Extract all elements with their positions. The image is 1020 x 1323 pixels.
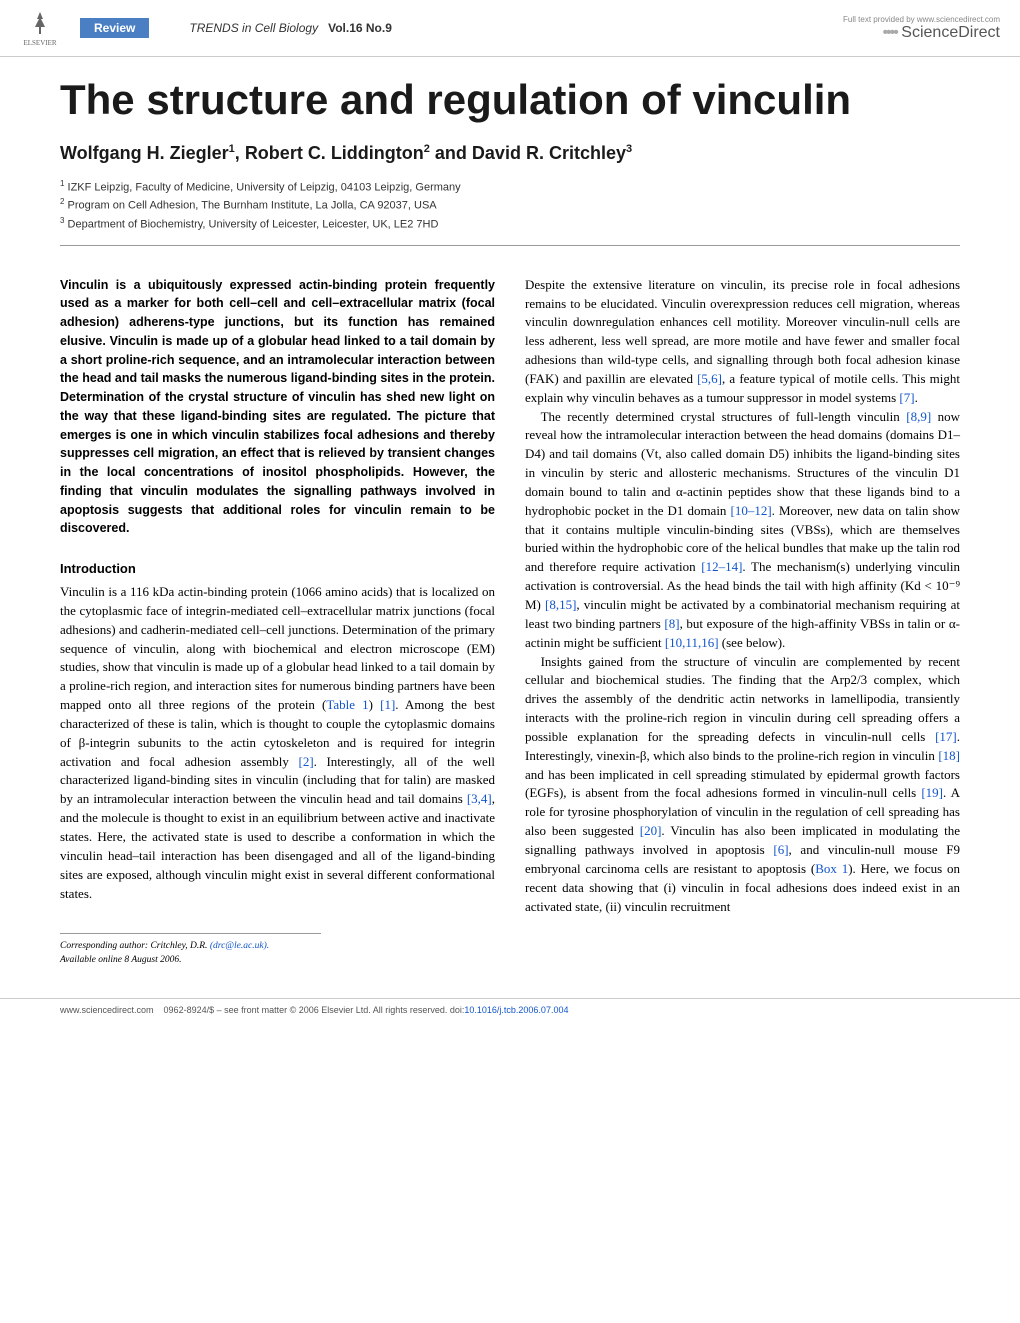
doi-link[interactable]: 10.1016/j.tcb.2006.07.004 <box>464 1005 568 1015</box>
right-column: Despite the extensive literature on vinc… <box>525 276 960 968</box>
journal-reference: TRENDS in Cell Biology Vol.16 No.9 <box>189 21 392 35</box>
author-3: David R. Critchley3 <box>472 143 632 163</box>
ref-19-link[interactable]: [19] <box>921 785 943 800</box>
ref-8-9-link[interactable]: [8,9] <box>906 409 931 424</box>
col2-para-2: The recently determined crystal structur… <box>525 408 960 653</box>
intro-heading: Introduction <box>60 560 495 579</box>
footer-doi-label: doi: <box>450 1005 465 1015</box>
affiliations: 1 IZKF Leipzig, Faculty of Medicine, Uni… <box>60 178 960 232</box>
available-online: Available online 8 August 2006. <box>60 954 321 968</box>
ref-8-15-link[interactable]: [8,15] <box>545 597 576 612</box>
ref-17-link[interactable]: [17] <box>935 729 957 744</box>
sciencedirect-brand: Full text provided by www.sciencedirect.… <box>843 15 1000 42</box>
intro-paragraph: Vinculin is a 116 kDa actin-binding prot… <box>60 583 495 903</box>
sd-logo: •••• ScienceDirect <box>843 24 1000 42</box>
col2-para-3: Insights gained from the structure of vi… <box>525 653 960 917</box>
page-footer: www.sciencedirect.com 0962-8924/$ – see … <box>0 998 1020 1021</box>
ref-10-11-16-link[interactable]: [10,11,16] <box>665 635 719 650</box>
ref-7-link[interactable]: [7] <box>899 390 914 405</box>
ref-18-link[interactable]: [18] <box>938 748 960 763</box>
table-1-link[interactable]: Table 1 <box>326 697 368 712</box>
box-1-link[interactable]: Box 1 <box>815 861 848 876</box>
abstract: Vinculin is a ubiquitously expressed act… <box>60 276 495 539</box>
review-badge: Review <box>80 18 149 38</box>
header-bar: ELSEVIER Review TRENDS in Cell Biology V… <box>0 0 1020 57</box>
journal-name: TRENDS in Cell Biology <box>189 21 318 35</box>
publisher-name: ELSEVIER <box>23 39 56 47</box>
affiliation-3: 3 Department of Biochemistry, University… <box>60 215 960 233</box>
left-column: Vinculin is a ubiquitously expressed act… <box>60 276 495 968</box>
ref-5-6-link[interactable]: [5,6] <box>697 371 722 386</box>
col2-para-1: Despite the extensive literature on vinc… <box>525 276 960 408</box>
ref-12-14-link[interactable]: [12–14] <box>701 559 742 574</box>
ref-10-12-link[interactable]: [10–12] <box>730 503 771 518</box>
dots-icon: •••• <box>882 24 896 41</box>
intro-body: Vinculin is a 116 kDa actin-binding prot… <box>60 583 495 903</box>
authors-line: Wolfgang H. Ziegler1, Robert C. Liddingt… <box>60 143 960 164</box>
ref-20-link[interactable]: [20] <box>640 823 662 838</box>
author-2: Robert C. Liddington2 <box>245 143 430 163</box>
corr-email-link[interactable]: (drc@le.ac.uk). <box>210 941 269 951</box>
tree-icon <box>25 9 55 39</box>
corr-line: Corresponding author: Critchley, D.R. (d… <box>60 940 321 954</box>
footer-copyright: 0962-8924/$ – see front matter © 2006 El… <box>164 1005 448 1015</box>
article-title: The structure and regulation of vinculin <box>60 77 960 123</box>
ref-1-link[interactable]: [1] <box>380 697 395 712</box>
header-divider <box>60 245 960 246</box>
footer-url: www.sciencedirect.com <box>60 1005 154 1015</box>
affiliation-2: 2 Program on Cell Adhesion, The Burnham … <box>60 196 960 214</box>
ref-3-4-link[interactable]: [3,4] <box>467 791 492 806</box>
ref-8-link[interactable]: [8] <box>664 616 679 631</box>
ref-2-link[interactable]: [2] <box>298 754 313 769</box>
corresponding-author: Corresponding author: Critchley, D.R. (d… <box>60 933 321 968</box>
provided-by-text: Full text provided by www.sciencedirect.… <box>843 15 1000 24</box>
ref-6-link[interactable]: [6] <box>773 842 788 857</box>
author-1: Wolfgang H. Ziegler1 <box>60 143 235 163</box>
two-column-body: Vinculin is a ubiquitously expressed act… <box>60 276 960 968</box>
content-area: The structure and regulation of vinculin… <box>0 57 1020 998</box>
journal-volume: Vol.16 No.9 <box>328 21 392 35</box>
affiliation-1: 1 IZKF Leipzig, Faculty of Medicine, Uni… <box>60 178 960 196</box>
elsevier-logo: ELSEVIER <box>20 8 60 48</box>
